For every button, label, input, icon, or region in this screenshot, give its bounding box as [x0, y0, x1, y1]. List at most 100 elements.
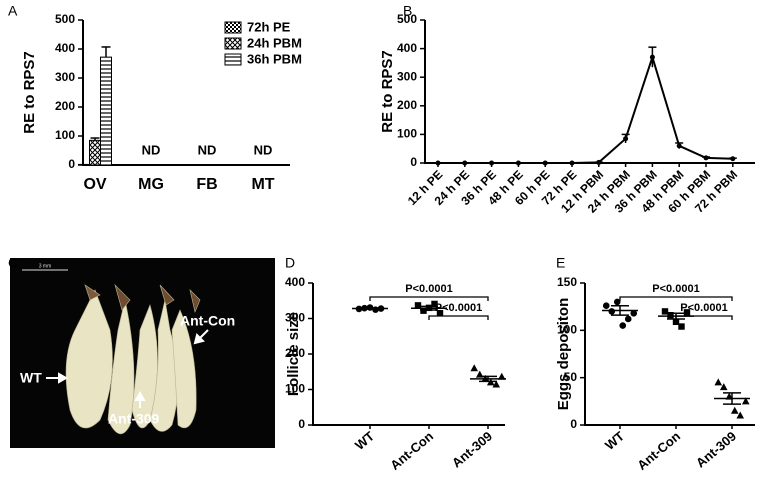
panel-letter: C [8, 255, 18, 271]
significance-bracket [428, 315, 489, 320]
x-tick-label: FB [196, 176, 217, 193]
panel-letter: E [556, 255, 565, 271]
point [497, 372, 506, 380]
significance-bracket [619, 296, 733, 301]
point [741, 397, 750, 405]
point [470, 364, 479, 372]
photo-panel: 3 mm C WT Ant-Con Ant-309 [8, 255, 275, 448]
panel-letter: D [285, 255, 295, 271]
x-tick-label: WT [352, 428, 377, 453]
y-axis-label: Follicle size [285, 312, 302, 396]
point [730, 156, 736, 162]
legend-label: 24h PBM [247, 35, 302, 50]
y-tick-label: 50 [564, 370, 578, 384]
y-tick-label: 300 [397, 69, 417, 83]
point [672, 318, 680, 326]
point [608, 308, 616, 315]
x-tick-label: MG [138, 176, 164, 193]
point [596, 159, 602, 165]
image-label: WT [20, 370, 42, 386]
y-tick-label: 500 [397, 12, 417, 26]
point [492, 380, 501, 388]
point [613, 298, 621, 306]
legend-swatch [224, 53, 242, 66]
legend-swatch [224, 21, 242, 34]
legend-swatch [224, 37, 242, 50]
y-tick-label: 200 [55, 99, 75, 113]
x-tick-label: MT [251, 176, 274, 193]
category-note: ND [142, 142, 161, 157]
y-axis-label: Eggs depositon [555, 298, 572, 411]
p-value: P<0.0001 [405, 283, 452, 295]
point [436, 309, 444, 317]
y-tick-label: 0 [68, 157, 75, 171]
y-tick-label: 500 [55, 12, 75, 26]
arrows [46, 329, 209, 408]
panel-letter: A [8, 3, 18, 19]
p-value: P<0.0001 [680, 302, 727, 314]
y-tick-label: 100 [557, 323, 577, 337]
category-note: ND [254, 142, 273, 157]
point [667, 311, 674, 319]
point [569, 160, 575, 166]
y-tick-label: 200 [285, 346, 305, 360]
significance-bracket [675, 315, 733, 320]
bar [100, 56, 112, 166]
point [703, 155, 709, 161]
y-tick-label: 300 [55, 70, 75, 84]
point [431, 300, 438, 308]
x-tick-label: Ant-Con [634, 428, 683, 472]
legend-label: 72h PE [247, 19, 291, 34]
x-tick-label: Ant-Con [387, 428, 436, 472]
point [602, 302, 610, 310]
point [730, 406, 739, 414]
significance-bracket [369, 296, 489, 301]
x-tick-label: Ant-309 [693, 428, 739, 470]
p-value: P<0.0001 [652, 283, 699, 295]
bar [78, 163, 90, 166]
legend-label: 36h PBM [247, 51, 302, 66]
line [438, 53, 733, 164]
point [719, 383, 728, 391]
image-label: Ant-Con [180, 313, 235, 329]
point [676, 143, 682, 149]
point [678, 323, 685, 330]
y-tick-label: 150 [557, 275, 577, 289]
point [649, 54, 655, 60]
point [714, 378, 723, 386]
point [619, 322, 627, 329]
ovaries [65, 283, 201, 435]
point [435, 160, 441, 166]
y-tick-label: 100 [55, 128, 75, 142]
x-tick-label: Ant-309 [449, 428, 495, 470]
panel-letter: B [403, 3, 412, 19]
point [624, 315, 632, 323]
point [462, 160, 468, 166]
y-tick-label: 200 [397, 98, 417, 112]
y-axis-label: RE to RPS7 [21, 51, 38, 134]
point [630, 309, 638, 317]
y-tick-label: 0 [570, 417, 577, 431]
p-value: P<0.0001 [435, 302, 482, 314]
y-tick-label: 400 [55, 41, 75, 55]
point [489, 160, 495, 166]
point [736, 411, 745, 419]
x-tick-label: WT [602, 428, 627, 453]
point [414, 302, 422, 309]
y-tick-label: 300 [285, 311, 305, 325]
point [542, 160, 548, 166]
point [515, 160, 521, 166]
point [661, 308, 669, 315]
point [623, 136, 629, 142]
y-tick-label: 400 [397, 41, 417, 55]
y-tick-label: 100 [285, 382, 305, 396]
scale-bar-label: 3 mm [39, 263, 52, 269]
x-tick-label: OV [83, 176, 106, 193]
category-note: ND [198, 142, 217, 157]
y-axis-label: RE to RPS7 [379, 50, 396, 133]
y-tick-label: 0 [410, 155, 417, 169]
y-tick-label: 0 [298, 417, 305, 431]
y-tick-label: 400 [285, 275, 305, 289]
point [683, 309, 691, 316]
